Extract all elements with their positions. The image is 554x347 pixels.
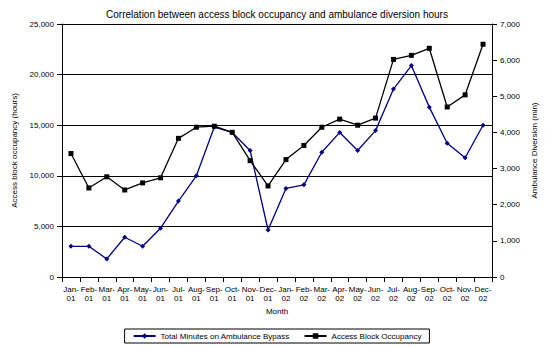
svg-text:6,000: 6,000 — [500, 56, 521, 65]
svg-text:02: 02 — [479, 294, 488, 303]
svg-text:01: 01 — [120, 294, 129, 303]
svg-text:Apr-: Apr- — [117, 285, 132, 294]
svg-text:02: 02 — [299, 294, 308, 303]
svg-text:01: 01 — [138, 294, 147, 303]
svg-text:01: 01 — [192, 294, 201, 303]
svg-text:15,000: 15,000 — [30, 121, 55, 130]
svg-text:02: 02 — [353, 294, 362, 303]
svg-text:Access block occupancy (hours): Access block occupancy (hours) — [10, 93, 19, 208]
svg-text:Access Block Occupancy: Access Block Occupancy — [332, 332, 422, 341]
svg-text:Jul-: Jul- — [387, 285, 400, 294]
svg-text:May-: May- — [349, 285, 367, 294]
svg-text:Ambulance Diversion (min): Ambulance Diversion (min) — [530, 102, 539, 198]
svg-text:10,000: 10,000 — [30, 171, 55, 180]
svg-text:Feb-: Feb- — [81, 285, 98, 294]
svg-text:02: 02 — [389, 294, 398, 303]
svg-text:01: 01 — [84, 294, 93, 303]
svg-text:02: 02 — [425, 294, 434, 303]
svg-text:Jul-: Jul- — [172, 285, 185, 294]
svg-text:Mar-: Mar- — [99, 285, 116, 294]
svg-text:5,000: 5,000 — [34, 222, 55, 231]
svg-text:20,000: 20,000 — [30, 70, 55, 79]
svg-text:Jun-: Jun- — [153, 285, 169, 294]
svg-text:Apr-: Apr- — [332, 285, 347, 294]
svg-text:Dec-: Dec- — [475, 285, 492, 294]
svg-text:May-: May- — [134, 285, 152, 294]
svg-text:Oct-: Oct- — [225, 285, 240, 294]
svg-text:0: 0 — [50, 273, 55, 282]
svg-text:Correlation between access blo: Correlation between access block occupan… — [106, 9, 448, 20]
svg-text:Dec-: Dec- — [260, 285, 277, 294]
svg-text:3,000: 3,000 — [500, 164, 521, 173]
svg-text:Nov-: Nov- — [457, 285, 474, 294]
svg-text:Feb-: Feb- — [296, 285, 313, 294]
svg-text:Jan-: Jan- — [278, 285, 294, 294]
svg-text:5,000: 5,000 — [500, 92, 521, 101]
svg-text:7,000: 7,000 — [500, 20, 521, 29]
svg-text:1,000: 1,000 — [500, 236, 521, 245]
svg-text:Month: Month — [266, 307, 288, 316]
svg-text:4,000: 4,000 — [500, 128, 521, 137]
svg-text:01: 01 — [228, 294, 237, 303]
svg-text:Aug-: Aug- — [403, 285, 420, 294]
svg-text:01: 01 — [156, 294, 165, 303]
svg-text:Total Minutes on Ambulance Byp: Total Minutes on Ambulance Bypass — [161, 332, 290, 341]
svg-text:02: 02 — [335, 294, 344, 303]
svg-text:01: 01 — [174, 294, 183, 303]
svg-text:Aug-: Aug- — [188, 285, 205, 294]
svg-text:01: 01 — [210, 294, 219, 303]
svg-text:02: 02 — [461, 294, 470, 303]
svg-text:02: 02 — [317, 294, 326, 303]
svg-text:02: 02 — [282, 294, 291, 303]
svg-text:Mar-: Mar- — [314, 285, 331, 294]
svg-text:01: 01 — [246, 294, 255, 303]
svg-text:01: 01 — [102, 294, 111, 303]
svg-text:25,000: 25,000 — [30, 20, 55, 29]
svg-text:01: 01 — [264, 294, 273, 303]
svg-text:02: 02 — [371, 294, 380, 303]
svg-text:02: 02 — [407, 294, 416, 303]
svg-text:2,000: 2,000 — [500, 200, 521, 209]
svg-text:02: 02 — [443, 294, 452, 303]
svg-text:01: 01 — [67, 294, 76, 303]
svg-text:Jan-: Jan- — [63, 285, 79, 294]
svg-text:Sep-: Sep- — [206, 285, 223, 294]
svg-text:Sep-: Sep- — [421, 285, 438, 294]
svg-text:Oct-: Oct- — [440, 285, 455, 294]
svg-text:0: 0 — [500, 273, 505, 282]
svg-text:Jun-: Jun- — [368, 285, 384, 294]
svg-text:Nov-: Nov- — [242, 285, 259, 294]
